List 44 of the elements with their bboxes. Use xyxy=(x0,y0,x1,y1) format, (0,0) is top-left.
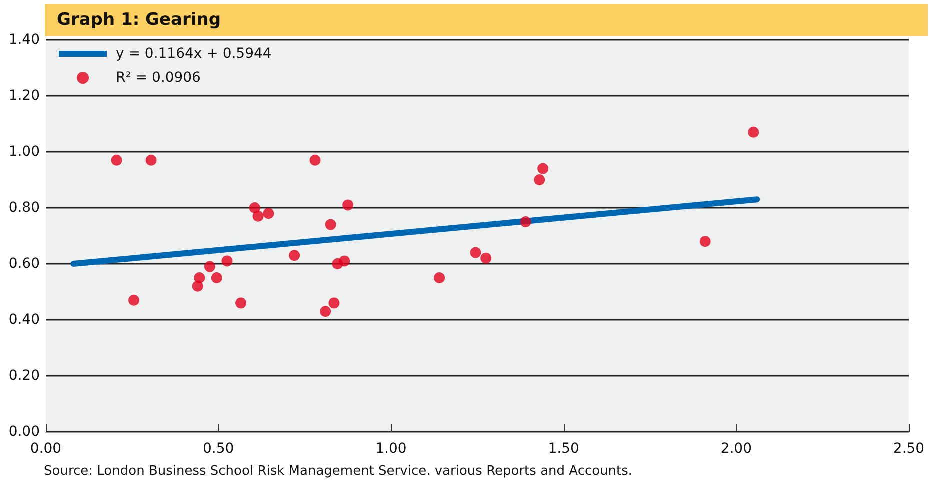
point xyxy=(263,208,274,220)
point xyxy=(534,174,546,186)
point xyxy=(342,200,354,211)
point xyxy=(211,272,222,284)
y-tick-label: 0.20 xyxy=(8,368,40,384)
y-tick-label: 0.00 xyxy=(8,424,40,440)
point xyxy=(310,154,321,166)
x-tick-label: 1.00 xyxy=(376,441,407,457)
point xyxy=(236,298,247,309)
point xyxy=(339,256,350,267)
point xyxy=(252,210,264,222)
point xyxy=(249,202,260,214)
x-tick-label: 0.50 xyxy=(203,441,234,457)
point xyxy=(128,294,140,306)
point xyxy=(470,247,482,258)
point xyxy=(320,306,332,318)
point xyxy=(700,236,711,248)
x-tick-label: 2.00 xyxy=(720,441,752,457)
point xyxy=(748,126,760,138)
y-tick-label: 0.60 xyxy=(8,256,40,272)
y-tick-label: 0.40 xyxy=(8,312,40,328)
x-tick-label: 2.50 xyxy=(893,441,925,457)
point xyxy=(328,298,340,309)
x-tick-label: 0.00 xyxy=(30,441,62,457)
point xyxy=(289,250,300,262)
x-tick-label: 1.50 xyxy=(548,441,580,457)
point xyxy=(222,256,233,267)
point xyxy=(146,154,157,166)
point xyxy=(325,219,336,230)
point xyxy=(480,252,492,264)
legend-label: y = 0.1164x + 0.5944 xyxy=(116,46,272,62)
y-tick-label: 0.80 xyxy=(8,200,40,216)
y-tick-label: 1.40 xyxy=(8,32,40,48)
legend-label: R² = 0.0906 xyxy=(116,70,202,86)
y-tick-label: 1.20 xyxy=(8,88,40,104)
y-tick-label: 1.00 xyxy=(8,144,40,160)
source-note: Source: London Business School Risk Management Service. various Reports and Accounts. xyxy=(44,464,633,479)
point xyxy=(520,216,532,228)
point xyxy=(204,261,216,272)
point xyxy=(111,154,122,166)
point xyxy=(538,163,549,174)
chart-title: Graph 1: Gearing xyxy=(57,10,221,30)
point xyxy=(434,272,446,284)
point xyxy=(194,272,206,284)
